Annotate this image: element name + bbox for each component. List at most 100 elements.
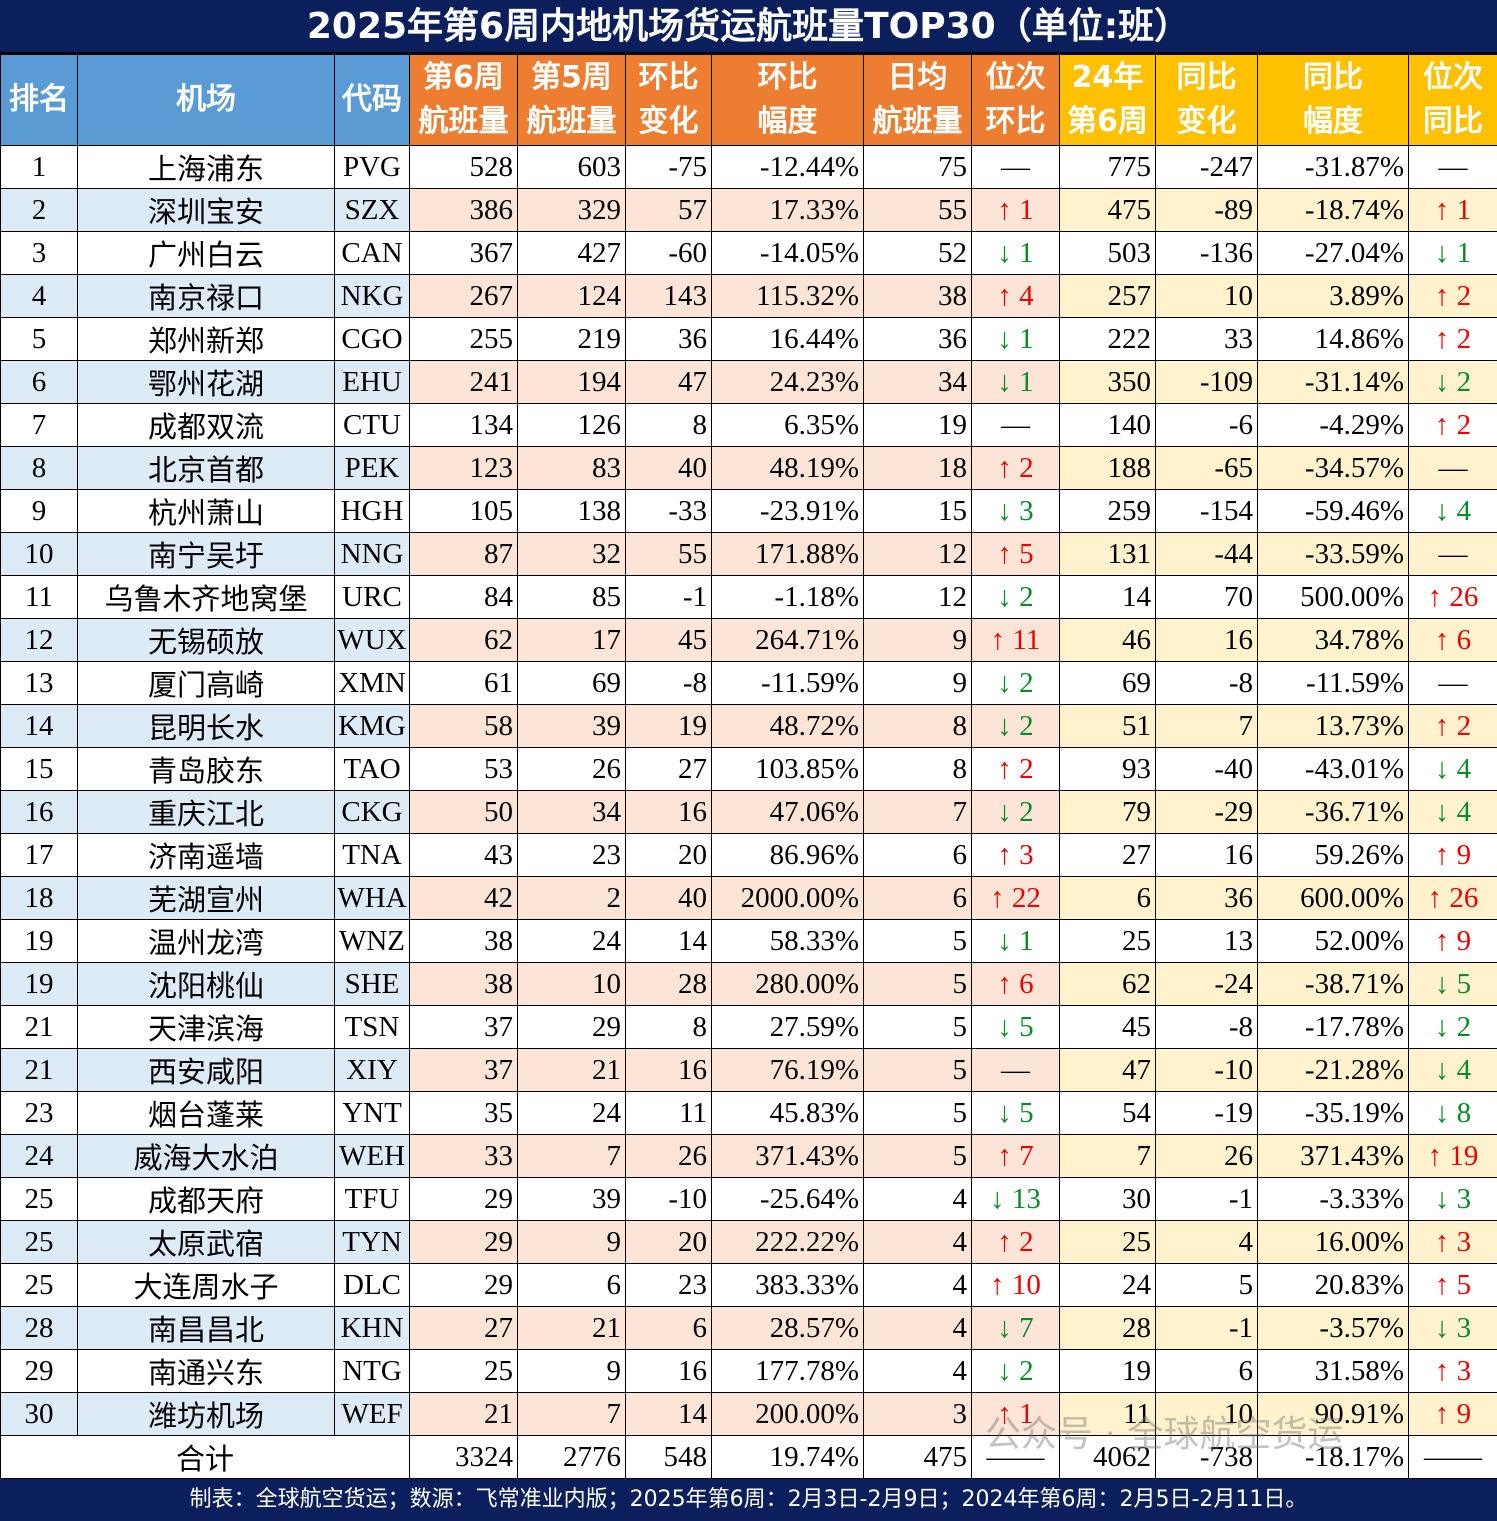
cell-week6-2024: 19 (1060, 1350, 1156, 1393)
cell-mom-pct: 48.72% (712, 705, 864, 748)
cell-yoy-change: -65 (1156, 447, 1258, 490)
cell-yoy-pct: -11.59% (1258, 662, 1409, 705)
cell-code: XIY (335, 1049, 410, 1092)
cell-week5: 24 (518, 1092, 626, 1135)
cell-week5: 26 (518, 748, 626, 791)
cell-week6-2024: 30 (1060, 1178, 1156, 1221)
cell-mom-pct: 28.57% (712, 1307, 864, 1350)
cell-week6: 29 (410, 1264, 518, 1307)
cell-mom-pct: 103.85% (712, 748, 864, 791)
cell-rank-mom: ↓ 2 (972, 576, 1060, 619)
cell-daily-avg: 4 (864, 1264, 972, 1307)
header-line-2: 环比 (972, 100, 1059, 144)
cell-week6-2024: 51 (1060, 705, 1156, 748)
cell-yoy-change: -1 (1156, 1178, 1258, 1221)
header-line-1: 同比 (1258, 56, 1408, 100)
cell-rank-yoy: ↓ 4 (1409, 490, 1497, 533)
cell-yoy-change: 13 (1156, 920, 1258, 963)
cell-week5: 126 (518, 404, 626, 447)
cell-yoy-pct: 16.00% (1258, 1221, 1409, 1264)
cell-code: KMG (335, 705, 410, 748)
cell-rank-mom: ↓ 1 (972, 920, 1060, 963)
cell-week6: 21 (410, 1393, 518, 1436)
cell-airport: 大连周水子 (78, 1264, 335, 1307)
cell-code: NTG (335, 1350, 410, 1393)
cell-code: CKG (335, 791, 410, 834)
cell-airport: 成都双流 (78, 404, 335, 447)
cell-rank-yoy: ↑ 3 (1409, 1350, 1497, 1393)
cell-rank-mom: ↑ 10 (972, 1264, 1060, 1307)
cell-rank-mom: ↑ 4 (972, 275, 1060, 318)
cell-daily-avg: 34 (864, 361, 972, 404)
cell-week6-2024: 62 (1060, 963, 1156, 1006)
cell-week6-2024: 140 (1060, 404, 1156, 447)
cell-week5: 9 (518, 1221, 626, 1264)
cell-mom-pct: 24.23% (712, 361, 864, 404)
cell-mom-pct: 280.00% (712, 963, 864, 1006)
cell-rank-yoy: ↓ 4 (1409, 791, 1497, 834)
cell-rank-yoy: ↓ 4 (1409, 1049, 1497, 1092)
cell-week6: 367 (410, 232, 518, 275)
cell-airport: 烟台蓬莱 (78, 1092, 335, 1135)
cell-airport: 芜湖宣州 (78, 877, 335, 920)
cell-rank-mom: ↓ 2 (972, 705, 1060, 748)
cell-airport: 南通兴东 (78, 1350, 335, 1393)
cell-daily-avg: 9 (864, 662, 972, 705)
cell-week6-2024: 14 (1060, 576, 1156, 619)
cell-mom-change: 6 (626, 1307, 712, 1350)
cell-rank-mom: ↓ 2 (972, 1350, 1060, 1393)
cell-rank-yoy: ↓ 8 (1409, 1092, 1497, 1135)
cell-rank: 7 (1, 404, 78, 447)
cell-rank-mom: ↓ 5 (972, 1092, 1060, 1135)
cell-week6-2024: 25 (1060, 920, 1156, 963)
cell-rank-yoy: ↑ 9 (1409, 1393, 1497, 1436)
cell-rank: 14 (1, 705, 78, 748)
cell-mom-change: 20 (626, 1221, 712, 1264)
cell-rank-yoy: ↓ 3 (1409, 1178, 1497, 1221)
cell-yoy-pct: -18.74% (1258, 189, 1409, 232)
cell-code: WUX (335, 619, 410, 662)
header-line-1: 同比 (1156, 56, 1257, 100)
cell-week5: 9 (518, 1350, 626, 1393)
cell-mom-change: 55 (626, 533, 712, 576)
cell-mom-change: 57 (626, 189, 712, 232)
cell-rank-yoy: ↑ 26 (1409, 576, 1497, 619)
cell-rank-yoy: ↑ 2 (1409, 404, 1497, 447)
cell-code: WEH (335, 1135, 410, 1178)
cell-mom-pct: 27.59% (712, 1006, 864, 1049)
cell-rank: 29 (1, 1350, 78, 1393)
cell-yoy-pct: -17.78% (1258, 1006, 1409, 1049)
cell-rank: 30 (1, 1393, 78, 1436)
cell-code: PVG (335, 146, 410, 189)
cell-airport: 无锡硕放 (78, 619, 335, 662)
cell-week6-2024: 28 (1060, 1307, 1156, 1350)
header-line-2: 幅度 (1258, 100, 1408, 144)
cell-airport: 重庆江北 (78, 791, 335, 834)
cell-yoy-pct: -43.01% (1258, 748, 1409, 791)
cell-week6: 38 (410, 920, 518, 963)
cell-yoy-pct: 31.58% (1258, 1350, 1409, 1393)
cell-yoy-pct: 500.00% (1258, 576, 1409, 619)
cell-code: NNG (335, 533, 410, 576)
cell-code: WEF (335, 1393, 410, 1436)
cell-rank-yoy: ↓ 2 (1409, 1006, 1497, 1049)
cell-mom-change: -75 (626, 146, 712, 189)
cell-rank: 25 (1, 1264, 78, 1307)
cell-yoy-pct: -35.19% (1258, 1092, 1409, 1135)
cell-yoy-pct: -31.87% (1258, 146, 1409, 189)
cell-week6: 43 (410, 834, 518, 877)
cell-week6-2024: 188 (1060, 447, 1156, 490)
column-header: 机场 (78, 55, 335, 146)
cell-rank-mom: ↓ 2 (972, 791, 1060, 834)
cell-week6: 62 (410, 619, 518, 662)
cell-rank: 19 (1, 963, 78, 1006)
cell-yoy-pct: -27.04% (1258, 232, 1409, 275)
cell-mom-pct: 200.00% (712, 1393, 864, 1436)
